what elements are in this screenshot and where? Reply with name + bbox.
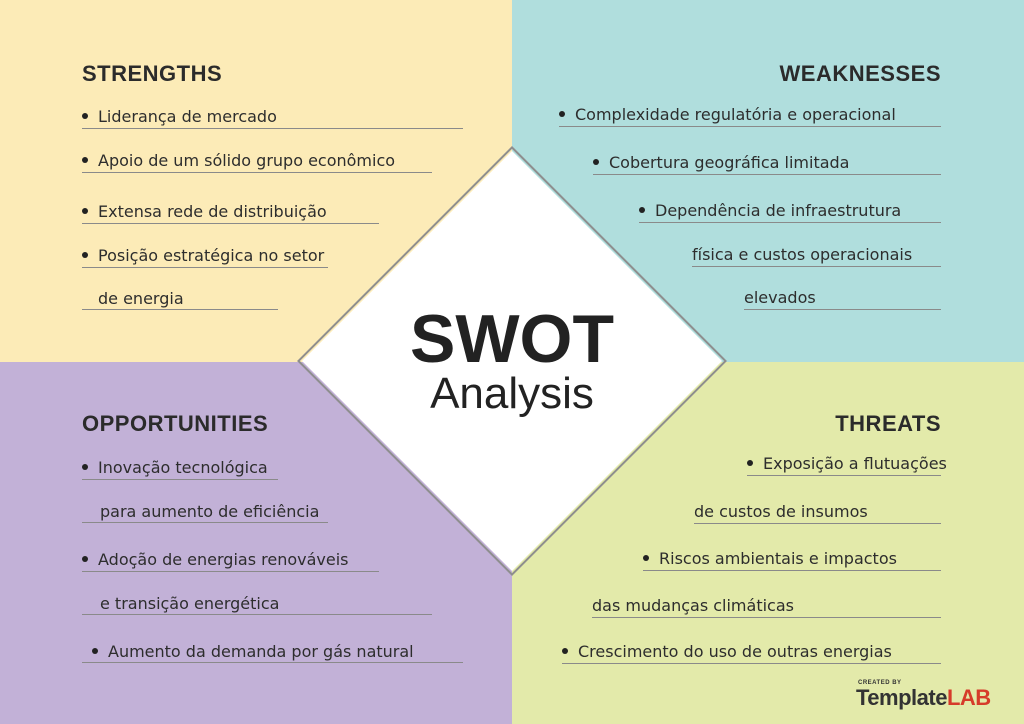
bullet-icon — [747, 459, 753, 466]
strengths-item: Extensa rede de distribuição — [82, 201, 379, 224]
opportunities-item: Inovação tecnológica — [82, 457, 278, 480]
threats-item-continuation: das mudanças climáticas — [592, 595, 941, 618]
bullet-icon — [82, 463, 88, 470]
threats-item-continuation: de custos de insumos — [694, 501, 941, 524]
weaknesses-item-continuation: elevados — [744, 287, 941, 310]
opportunities-item: Adoção de energias renováveis — [82, 549, 379, 572]
bullet-icon — [82, 251, 88, 258]
weaknesses-item-continuation: física e custos operacionais — [692, 244, 941, 267]
weaknesses-item: Dependência de infraestrutura — [639, 200, 941, 223]
strengths-item: Posição estratégica no setor — [82, 245, 328, 268]
threats-item: Riscos ambientais e impactos — [643, 548, 941, 571]
strengths-heading: STRENGTHS — [82, 61, 223, 86]
opportunities-item-continuation: e transição energética — [82, 593, 432, 615]
threats-item: Exposição a flutuações — [747, 453, 947, 476]
opportunities-item: Aumento da demanda por gás natural — [82, 641, 463, 663]
bullet-icon — [562, 647, 568, 654]
opportunities-heading: OPPORTUNITIES — [82, 411, 269, 436]
strengths-item-continuation: de energia — [82, 288, 278, 310]
bullet-icon — [82, 112, 88, 119]
threats-heading: THREATS — [835, 411, 941, 436]
bullet-icon — [82, 555, 88, 562]
bullet-icon — [82, 156, 88, 163]
analysis-subtitle: Analysis — [430, 369, 594, 418]
weaknesses-item: Complexidade regulatória e operacional — [559, 104, 941, 127]
bullet-icon — [593, 158, 599, 165]
bullet-icon — [92, 647, 98, 654]
strengths-item: Apoio de um sólido grupo econômico — [82, 150, 432, 173]
strengths-item: Liderança de mercado — [82, 106, 463, 129]
bullet-icon — [559, 110, 565, 117]
bullet-icon — [82, 207, 88, 214]
weaknesses-item: Cobertura geográfica limitada — [593, 152, 941, 175]
swot-title: SWOT — [410, 301, 614, 377]
weaknesses-heading: WEAKNESSES — [779, 61, 941, 86]
bullet-icon — [643, 554, 649, 561]
bullet-icon — [639, 206, 645, 213]
threats-item: Crescimento do uso de outras energias — [562, 641, 941, 664]
opportunities-item-continuation: para aumento de eficiência — [82, 501, 328, 523]
templatelab-logo: CREATED BY TemplateLAB — [856, 680, 991, 710]
